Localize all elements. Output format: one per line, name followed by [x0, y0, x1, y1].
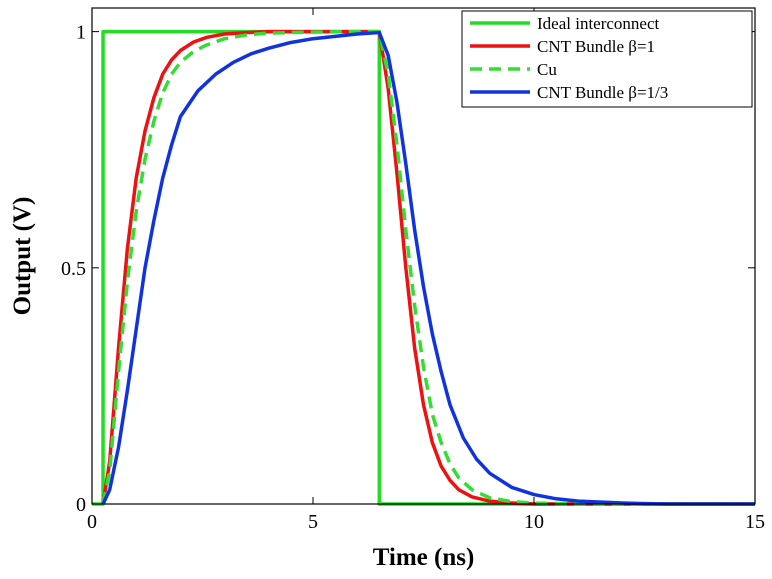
x-axis-label: Time (ns): [373, 544, 475, 571]
y-tick-label: 0.5: [61, 258, 86, 280]
x-tick-label: 10: [524, 511, 544, 533]
x-tick-label: 5: [308, 511, 318, 533]
legend-label-cnt-bundle-beta-1: CNT Bundle β=1: [537, 37, 655, 56]
x-tick-label: 15: [745, 511, 765, 533]
legend: Ideal interconnect CNT Bundle β=1 Cu CNT Bu…: [461, 10, 753, 108]
x-tick-label: 0: [87, 511, 97, 533]
y-axis-label: Output (V): [9, 197, 36, 316]
y-tick-label: 0: [76, 494, 86, 516]
legend-label-cu: Cu: [537, 60, 557, 79]
y-tick-label: 1: [76, 22, 86, 44]
legend-label-cnt-bundle-beta-1-3: CNT Bundle β=1/3: [537, 83, 668, 102]
plot-frame: [91, 7, 756, 505]
legend-label-ideal-interconnect: Ideal interconnect: [537, 14, 660, 33]
axis-ticks: 0 5 10 15 0 0.5 1: [61, 8, 765, 533]
series-line-cnt-bundle-beta-1-3: [101, 30, 755, 506]
